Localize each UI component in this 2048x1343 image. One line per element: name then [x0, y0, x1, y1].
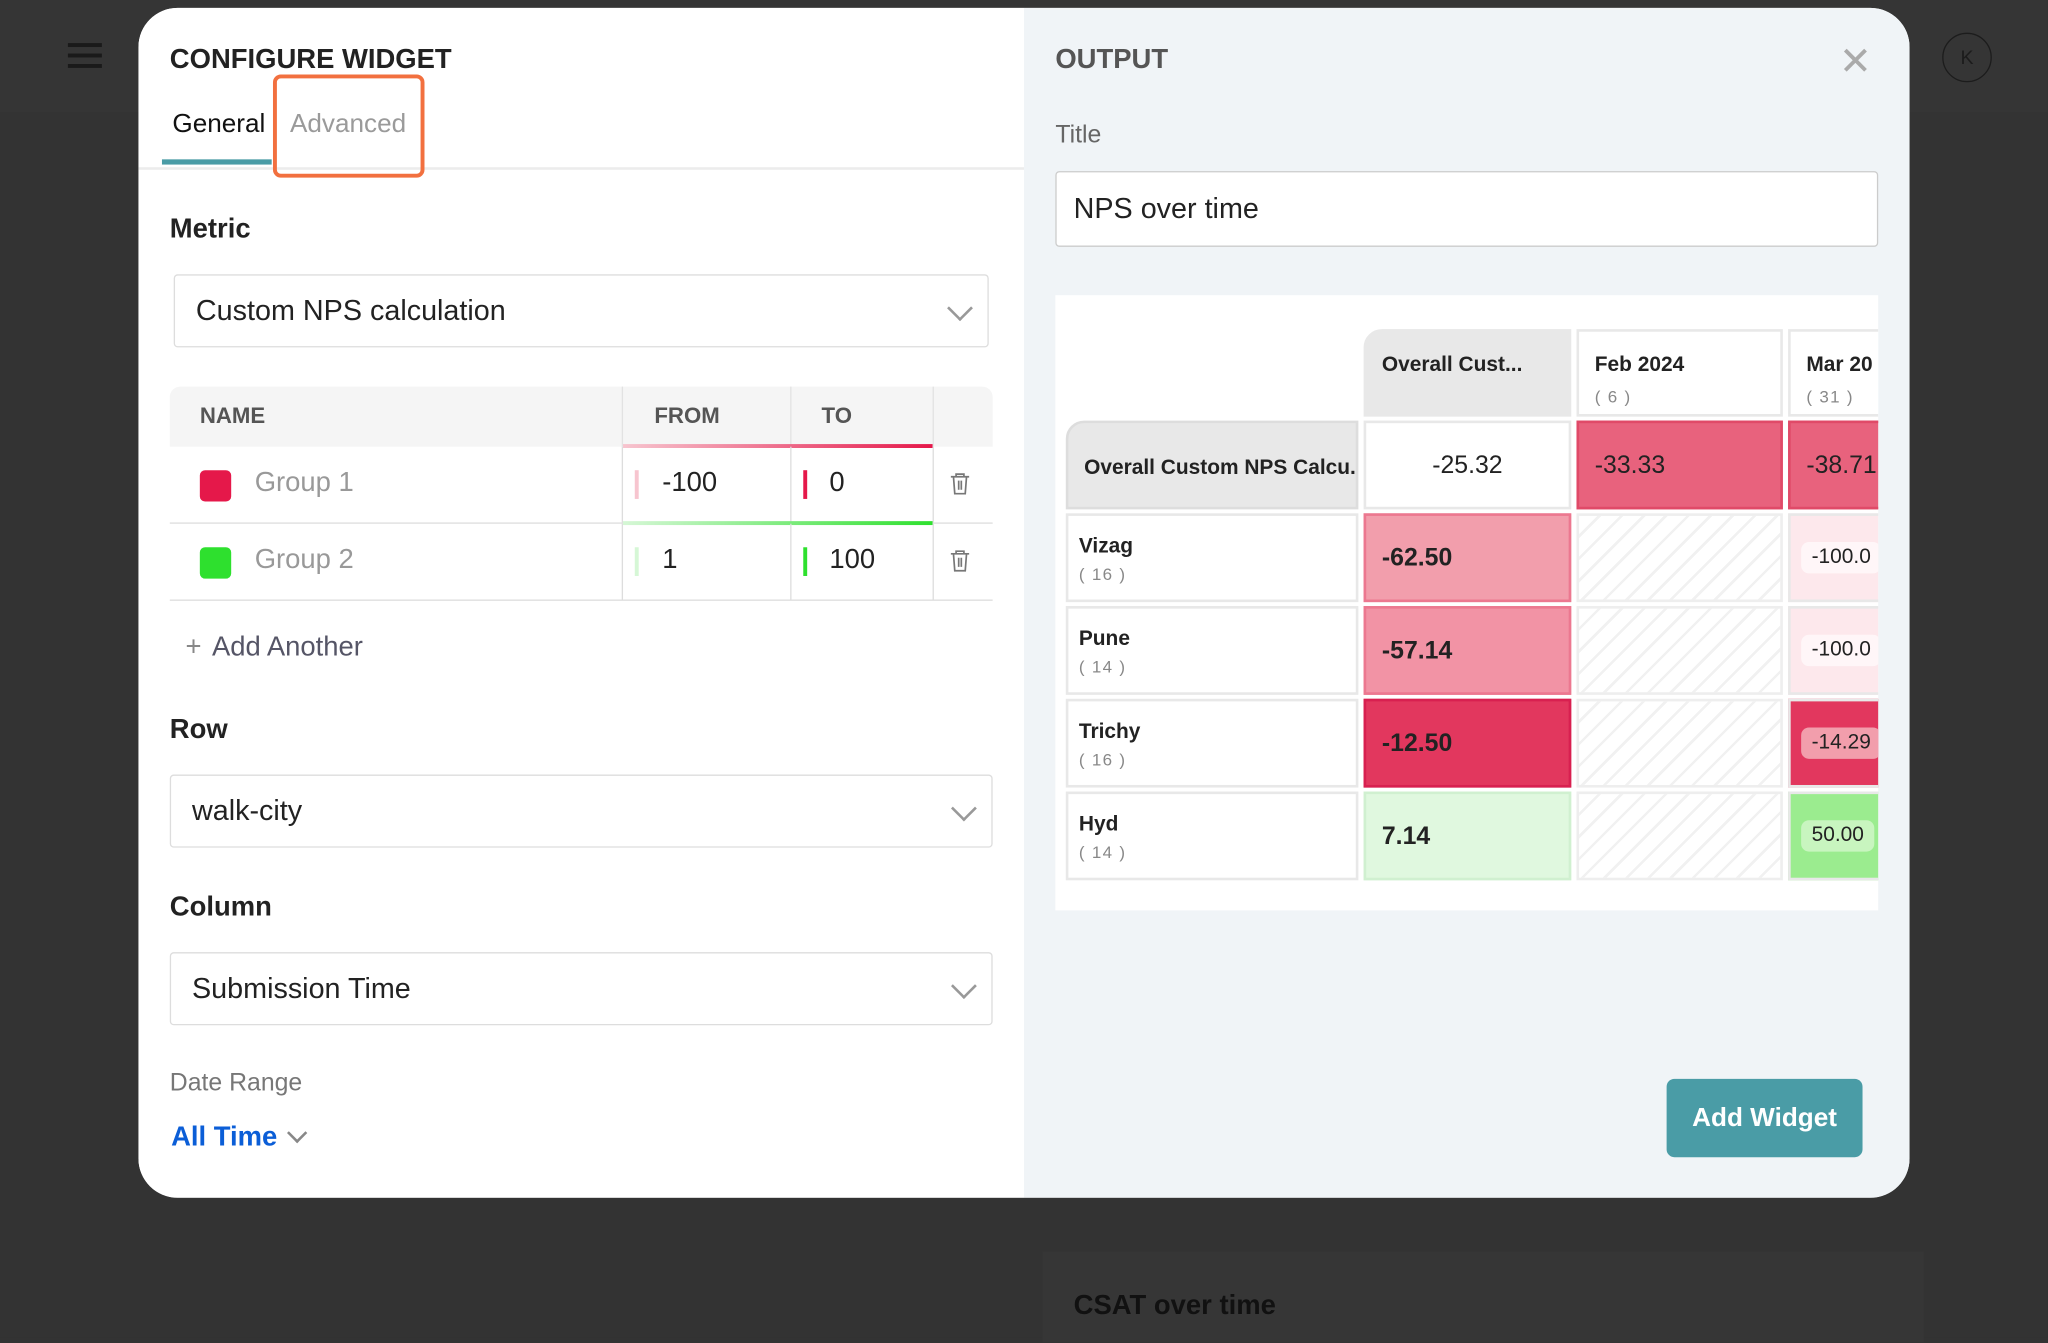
- chevron-down-icon[interactable]: [286, 1122, 308, 1144]
- row-value: walk-city: [191, 794, 303, 827]
- from-input[interactable]: -100: [621, 446, 792, 523]
- widget-title: CSAT over time: [1073, 1290, 1276, 1321]
- active-tab-indicator: [161, 159, 272, 165]
- row-header: Pune( 14 ): [1065, 606, 1359, 695]
- trash-icon[interactable]: [950, 472, 971, 496]
- column-select[interactable]: Submission Time: [169, 952, 993, 1026]
- output-title: OUTPUT: [1055, 44, 1169, 75]
- from-value: 1: [662, 544, 678, 575]
- empty-cell: [1576, 698, 1783, 788]
- chevron-down-icon: [947, 295, 973, 322]
- metric-value: Custom NPS calculation: [195, 293, 506, 327]
- row-header: Hyd( 14 ): [1065, 791, 1359, 881]
- value-cell: -100.0: [1788, 606, 1879, 695]
- date-range-dropdown[interactable]: All Time: [171, 1121, 278, 1152]
- value-cell: -14.29: [1788, 698, 1879, 788]
- group-name[interactable]: Group 1: [254, 467, 354, 498]
- to-value: 0: [829, 467, 845, 498]
- highlight-box: [272, 74, 425, 178]
- panel-title: CONFIGURE WIDGET: [169, 44, 452, 75]
- group-name[interactable]: Group 2: [254, 544, 354, 575]
- title-input[interactable]: [1055, 171, 1879, 247]
- value-cell: -57.14: [1363, 606, 1572, 695]
- header-name: NAME: [199, 403, 266, 429]
- config-panel: CONFIGURE WIDGET General Advanced Metric…: [138, 7, 1024, 1198]
- empty-cell: [1576, 791, 1783, 881]
- chevron-down-icon: [950, 795, 977, 822]
- tab-bar: General Advanced: [138, 99, 1024, 170]
- avatar[interactable]: K: [1942, 32, 1992, 83]
- value-cell: -25.32: [1363, 420, 1572, 510]
- title-label: Title: [1055, 121, 1102, 149]
- value-cell: -100.0: [1788, 513, 1879, 603]
- header-from: FROM: [654, 403, 720, 429]
- trash-icon[interactable]: [950, 549, 971, 573]
- value-cell: 7.14: [1363, 791, 1572, 881]
- background-widget-card: CSAT over time: [1042, 1251, 1924, 1343]
- menu-icon[interactable]: [67, 43, 102, 69]
- to-input[interactable]: 100: [790, 523, 934, 600]
- value-cell: 50.00: [1788, 791, 1879, 881]
- column-label: Column: [169, 892, 272, 923]
- header-to: TO: [821, 403, 852, 429]
- plus-icon: +: [185, 632, 202, 663]
- row-header: Vizag( 16 ): [1065, 513, 1359, 603]
- column-header: Mar 20( 31 ): [1788, 329, 1879, 417]
- column-header: Overall Cust...: [1363, 329, 1572, 417]
- metric-select[interactable]: Custom NPS calculation: [173, 274, 989, 348]
- from-value: -100: [662, 467, 718, 498]
- value-cell: -12.50: [1363, 698, 1572, 788]
- from-input[interactable]: 1: [621, 523, 792, 600]
- close-icon[interactable]: ✕: [1839, 40, 1872, 84]
- metric-label: Metric: [169, 214, 251, 245]
- empty-cell: [1576, 606, 1783, 695]
- to-input[interactable]: 0: [790, 446, 934, 523]
- value-cell: -33.33: [1576, 420, 1783, 510]
- tab-advanced[interactable]: Advanced: [289, 109, 407, 139]
- row-select[interactable]: walk-city: [169, 774, 993, 848]
- to-value: 100: [829, 544, 876, 575]
- date-range-label: Date Range: [169, 1069, 303, 1098]
- row-header: Trichy( 16 ): [1065, 698, 1359, 788]
- column-header: Feb 2024( 6 ): [1576, 329, 1783, 417]
- output-panel: OUTPUT ✕ Title Overall Cust...Feb 2024( …: [1023, 7, 1910, 1198]
- color-swatch[interactable]: [199, 470, 232, 502]
- row-label: Row: [169, 714, 228, 745]
- color-swatch[interactable]: [199, 547, 232, 579]
- tab-general[interactable]: General: [172, 109, 266, 139]
- add-another-button[interactable]: + Add Another: [185, 632, 362, 663]
- preview-table: Overall Cust... Feb 2024( 6 ) Mar 20( 31 )…: [1055, 295, 1879, 911]
- value-cell: -62.50: [1363, 513, 1572, 603]
- column-value: Submission Time: [191, 971, 411, 1005]
- add-widget-button[interactable]: Add Widget: [1666, 1078, 1863, 1158]
- group-row: Group 1 -100 0: [169, 444, 993, 524]
- add-another-label: Add Another: [211, 632, 363, 663]
- configure-widget-modal: CONFIGURE WIDGET General Advanced Metric…: [138, 7, 1910, 1198]
- chevron-down-icon: [950, 973, 977, 1000]
- table-header: NAME FROM TO: [169, 386, 993, 447]
- value-cell: -38.71: [1788, 420, 1879, 510]
- row-header-overall: Overall Custom NPS Calcu...: [1065, 420, 1359, 510]
- group-row: Group 2 1 100: [169, 521, 993, 601]
- empty-cell: [1576, 513, 1783, 603]
- groups-table: NAME FROM TO Group 1 -100 0 Group 2 1 10…: [169, 386, 993, 601]
